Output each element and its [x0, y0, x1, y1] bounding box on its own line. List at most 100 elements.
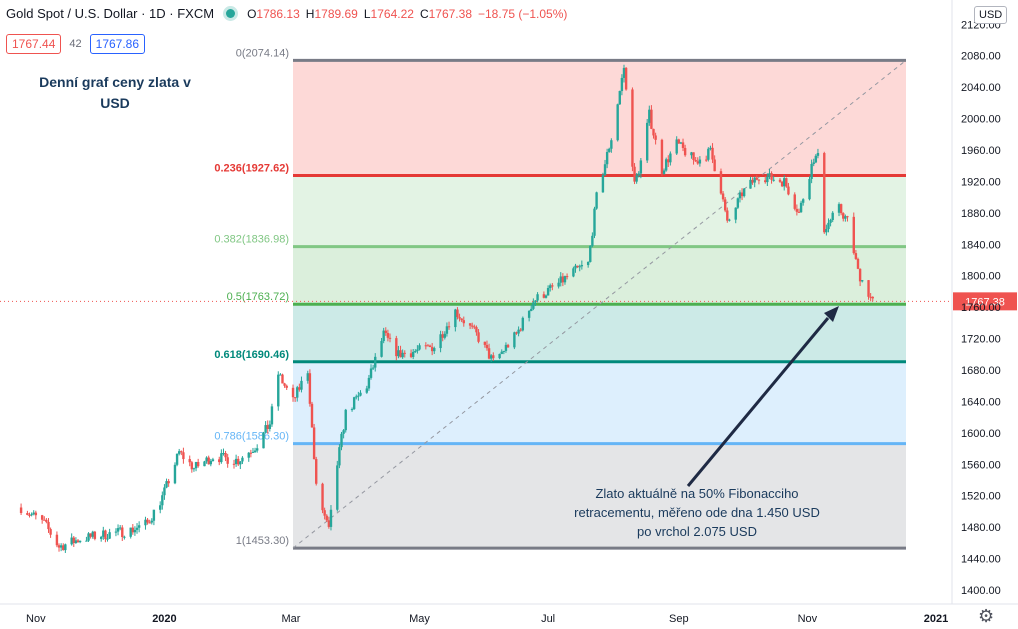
candle-body: [416, 349, 419, 352]
candle-body: [519, 329, 522, 331]
candle-body: [55, 534, 59, 546]
y-tick-label: 2000.00: [961, 114, 1001, 126]
candle-body: [323, 510, 326, 516]
candle-body: [498, 353, 501, 359]
candle-body: [357, 395, 360, 397]
candle-body: [418, 345, 421, 350]
candle-body: [43, 519, 46, 521]
y-tick-label: 1800.00: [961, 271, 1001, 283]
candle-body: [374, 356, 377, 368]
buy-button[interactable]: 1767.86: [89, 34, 146, 54]
candle-body: [224, 453, 227, 458]
candle-body: [468, 323, 472, 326]
candle-body: [365, 388, 369, 393]
candle-body: [384, 330, 387, 333]
candle-body: [137, 525, 141, 528]
candle-body: [563, 276, 567, 283]
candle-body: [532, 302, 535, 309]
ohlc-change: −18.75 (−1.05%): [478, 6, 568, 21]
candle-body: [768, 173, 771, 177]
candle-body: [428, 345, 432, 348]
candle-body: [315, 459, 318, 484]
candlestick-series: [19, 64, 874, 553]
candle-body: [232, 463, 236, 465]
symbol-title[interactable]: Gold Spot / U.S. Dollar · 1D · FXCM: [6, 6, 215, 21]
candle-body: [281, 374, 284, 384]
candle-body: [867, 280, 870, 297]
candle-body: [367, 377, 371, 389]
candle-body: [237, 458, 240, 465]
candle-body: [696, 161, 699, 164]
candle-body: [578, 266, 581, 268]
candle-body: [861, 280, 864, 282]
candle-body: [28, 514, 31, 516]
candle-body: [591, 235, 594, 246]
candle-body: [163, 487, 166, 496]
currency-button[interactable]: USD: [974, 6, 1008, 24]
sell-button[interactable]: 1767.44: [6, 34, 62, 54]
candle-body: [310, 403, 314, 428]
candle-body: [683, 147, 687, 156]
fib-level-label: 0.382(1836.98): [214, 234, 289, 246]
candle-body: [616, 104, 619, 141]
candle-body: [456, 309, 459, 318]
candle-body: [852, 216, 855, 254]
candle-body: [837, 204, 841, 213]
candle-body: [677, 139, 681, 144]
candle-body: [846, 216, 849, 218]
fib-level-label: 1(1453.30): [236, 535, 289, 547]
candle-body: [211, 459, 215, 462]
candle-body: [454, 309, 457, 328]
y-tick-label: 1600.00: [961, 428, 1001, 440]
candle-body: [152, 509, 156, 521]
candle-body: [397, 350, 400, 357]
candle-body: [439, 334, 442, 349]
candle-body: [669, 153, 672, 163]
y-tick-label: 1960.00: [961, 145, 1001, 157]
settings-gear-icon[interactable]: ⚙: [978, 606, 995, 626]
candle-body: [247, 452, 250, 458]
candle-body: [485, 344, 489, 349]
candle-body: [829, 219, 832, 223]
candle-body: [188, 459, 191, 463]
candle-body: [839, 204, 843, 214]
candle-body: [76, 540, 80, 543]
last-price-tag: [953, 292, 1017, 311]
candle-body: [787, 186, 790, 195]
candle-body: [388, 337, 392, 339]
candle-body: [764, 180, 767, 183]
candle-body: [148, 522, 151, 524]
candle-body: [770, 173, 773, 180]
candle-body: [854, 253, 858, 259]
candle-body: [492, 355, 495, 359]
fib-zone: [293, 60, 906, 176]
candle-body: [801, 199, 805, 203]
candle-body: [738, 192, 742, 199]
candle-body: [622, 67, 626, 78]
y-tick-label: 1480.00: [961, 522, 1001, 534]
candle-body: [534, 300, 537, 303]
candle-body: [19, 507, 23, 514]
candle-body: [808, 179, 811, 200]
candle-body: [487, 348, 491, 359]
candle-body: [844, 216, 847, 219]
candle-body: [26, 513, 29, 515]
candle-body: [595, 192, 598, 209]
candle-body: [544, 295, 548, 298]
candle-body: [116, 528, 120, 532]
candle-body: [473, 326, 476, 328]
y-tick-label: 1840.00: [961, 239, 1001, 251]
candle-body: [723, 199, 727, 211]
candle-body: [283, 383, 286, 386]
candle-body: [500, 351, 503, 354]
candle-body: [355, 396, 358, 398]
candle-body: [45, 519, 48, 522]
fib-level-label: 0.618(1690.46): [214, 349, 289, 361]
last-price-label: 1767.38: [965, 296, 1005, 308]
candle-body: [350, 409, 354, 411]
candle-body: [205, 457, 208, 462]
candle-body: [87, 533, 90, 541]
candle-body: [692, 152, 695, 161]
candle-body: [277, 374, 280, 407]
